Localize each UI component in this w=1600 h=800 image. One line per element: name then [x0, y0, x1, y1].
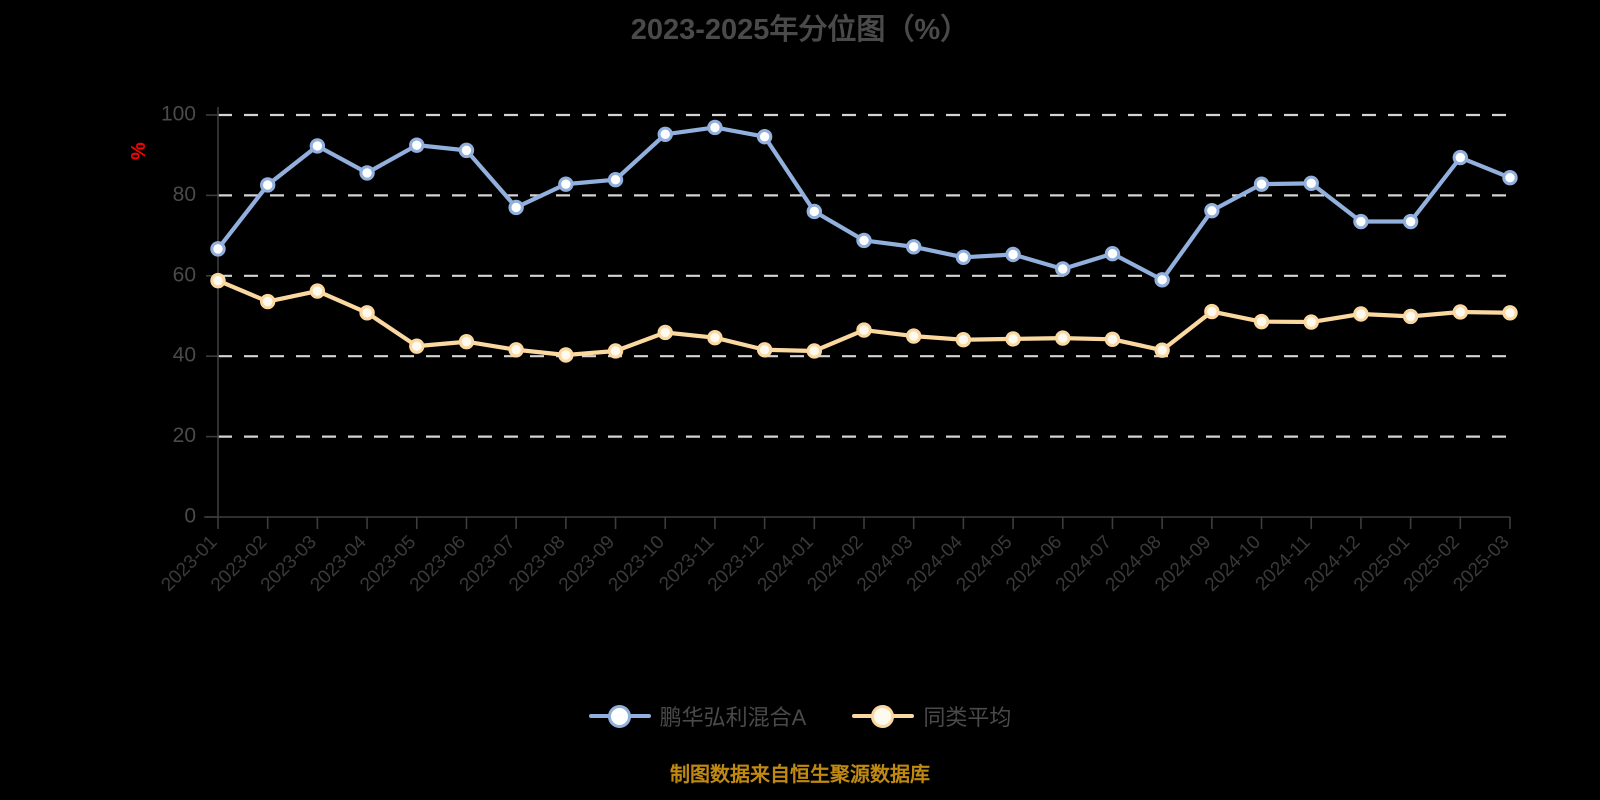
data-point[interactable] — [1303, 314, 1319, 330]
data-point[interactable] — [210, 241, 226, 257]
data-point[interactable] — [856, 232, 872, 249]
data-point[interactable] — [1502, 170, 1518, 186]
data-point[interactable] — [1253, 313, 1270, 330]
data-point[interactable] — [1005, 331, 1021, 347]
data-point[interactable] — [756, 342, 773, 358]
legend-marker-icon — [852, 703, 915, 729]
data-point[interactable] — [458, 334, 475, 350]
series-group — [210, 119, 1518, 363]
data-point[interactable] — [955, 249, 972, 266]
data-point[interactable] — [409, 137, 425, 153]
data-point[interactable] — [259, 177, 276, 193]
y-axis-unit-label: % — [128, 142, 150, 160]
legend-item-1[interactable]: 鹏华弘利混合A — [588, 700, 807, 732]
axes-group — [204, 107, 1510, 518]
data-point[interactable] — [1452, 304, 1469, 320]
series-2 — [210, 272, 1518, 363]
data-point[interactable] — [558, 176, 574, 192]
data-point[interactable] — [1104, 331, 1121, 348]
y-tick-label: 60 — [173, 263, 196, 286]
data-point[interactable] — [558, 347, 574, 363]
y-tick-label: 100 — [161, 103, 196, 126]
data-point[interactable] — [1353, 306, 1369, 322]
data-point[interactable] — [806, 203, 823, 220]
data-point[interactable] — [1253, 176, 1270, 192]
legend-label: 同类平均 — [923, 705, 1012, 730]
y-tick-label: 0 — [184, 505, 196, 528]
data-point[interactable] — [1104, 245, 1121, 262]
legend-dot-icon — [607, 705, 631, 728]
y-axis-ticks: 0 20 40 60 80 100 — [161, 103, 218, 528]
data-point[interactable] — [856, 322, 872, 338]
x-axis-ticks: 2023-012023-022023-032023-042023-052023-… — [157, 517, 1514, 596]
legend-label: 鹏华弘利混合A — [659, 705, 807, 730]
data-point[interactable] — [1402, 213, 1419, 230]
chart-title: 2023-2025年分位图（%） — [630, 14, 970, 46]
data-point[interactable] — [607, 343, 624, 359]
data-point[interactable] — [458, 142, 475, 159]
data-point[interactable] — [806, 343, 823, 359]
chart-legend: 鹏华弘利混合A 同类平均 — [0, 700, 1600, 732]
footer-source-note: 制图数据来自恒生聚源数据库 — [670, 764, 930, 786]
legend-item-2[interactable]: 同类平均 — [852, 700, 1011, 732]
data-point[interactable] — [1154, 272, 1170, 288]
data-point[interactable] — [359, 165, 375, 181]
data-point[interactable] — [1402, 308, 1419, 325]
data-point[interactable] — [955, 332, 972, 348]
data-point[interactable] — [905, 328, 922, 344]
data-point[interactable] — [309, 283, 326, 299]
data-point[interactable] — [707, 330, 723, 346]
data-point[interactable] — [905, 239, 922, 255]
legend-dot-icon — [871, 705, 895, 728]
data-point[interactable] — [1055, 261, 1071, 277]
data-point[interactable] — [1204, 202, 1220, 219]
data-point[interactable] — [1055, 330, 1071, 346]
data-point[interactable] — [1154, 342, 1170, 358]
data-point[interactable] — [259, 293, 276, 310]
data-point[interactable] — [1303, 175, 1319, 192]
data-point[interactable] — [1353, 213, 1369, 230]
data-point[interactable] — [756, 129, 773, 145]
data-point[interactable] — [508, 199, 524, 216]
data-point[interactable] — [1452, 149, 1469, 166]
x-tick-label: 2023-10 — [605, 532, 669, 596]
y-tick-label: 20 — [173, 424, 196, 447]
data-point[interactable] — [210, 272, 226, 289]
y-tick-label: 40 — [173, 344, 196, 367]
data-point[interactable] — [607, 172, 624, 188]
data-point[interactable] — [707, 119, 723, 136]
x-tick-label: 2025-03 — [1449, 532, 1513, 596]
data-point[interactable] — [1204, 303, 1220, 320]
data-point[interactable] — [359, 305, 375, 321]
data-point[interactable] — [1502, 305, 1518, 321]
data-point[interactable] — [508, 342, 524, 358]
y-tick-label: 80 — [173, 183, 196, 206]
legend-marker-icon — [588, 703, 651, 729]
data-point[interactable] — [657, 126, 673, 143]
data-point[interactable] — [309, 138, 326, 154]
data-point[interactable] — [1005, 246, 1021, 263]
x-tick-label: 2024-10 — [1201, 532, 1265, 596]
data-point[interactable] — [409, 338, 425, 354]
data-point[interactable] — [657, 324, 673, 341]
gridlines-group — [218, 113, 1510, 438]
series-1 — [210, 119, 1518, 288]
